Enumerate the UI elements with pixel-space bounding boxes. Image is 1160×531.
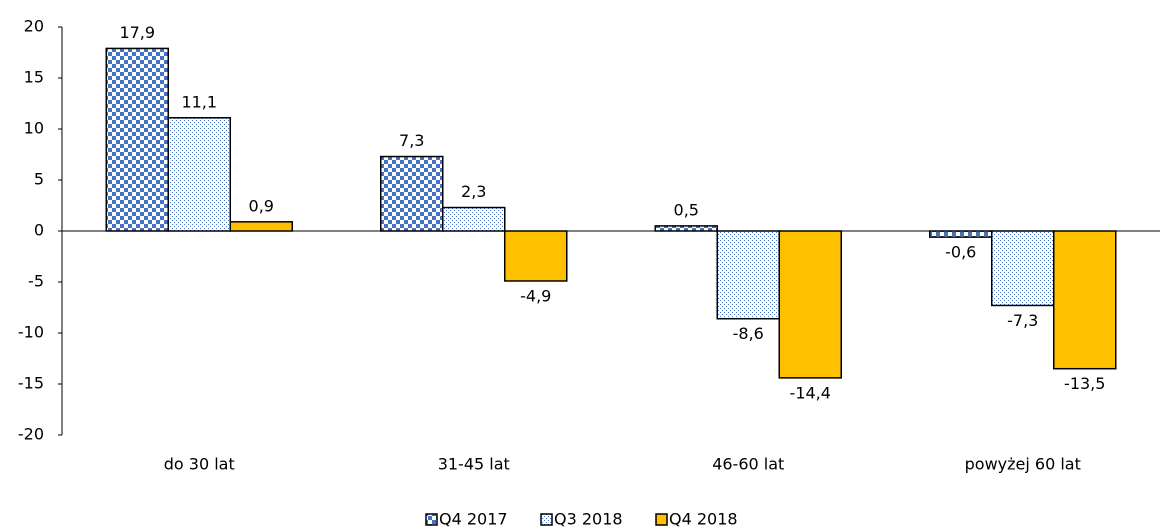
bar bbox=[167, 117, 231, 232]
y-tick-label: 15 bbox=[24, 68, 44, 87]
value-label: 0,9 bbox=[249, 196, 274, 215]
value-label: 0,5 bbox=[674, 200, 699, 219]
value-label: 11,1 bbox=[181, 92, 217, 111]
value-label: 17,9 bbox=[119, 23, 155, 42]
x-tick-label: 46-60 lat bbox=[712, 455, 784, 474]
value-label: -8,6 bbox=[733, 324, 764, 343]
value-label: -13,5 bbox=[1064, 374, 1105, 393]
legend-swatch bbox=[540, 513, 553, 526]
bar bbox=[991, 230, 1055, 307]
y-tick-label: 0 bbox=[34, 221, 44, 240]
value-label: -14,4 bbox=[790, 383, 831, 402]
bar bbox=[105, 47, 169, 232]
legend-swatch bbox=[425, 513, 438, 526]
legend-label: Q3 2018 bbox=[554, 510, 623, 529]
y-tick-label: -5 bbox=[28, 272, 44, 291]
bar bbox=[442, 206, 506, 232]
y-tick-label: 20 bbox=[24, 17, 44, 36]
y-tick-label: -15 bbox=[18, 374, 44, 393]
value-label: 7,3 bbox=[399, 131, 424, 150]
x-tick-label: 31-45 lat bbox=[438, 455, 510, 474]
y-tick-label: 5 bbox=[34, 170, 44, 189]
bar bbox=[380, 155, 444, 232]
bar bbox=[929, 230, 993, 238]
y-tick-label: 10 bbox=[24, 119, 44, 138]
value-label: 2,3 bbox=[461, 182, 486, 201]
bar bbox=[654, 225, 718, 232]
value-label: -7,3 bbox=[1007, 311, 1038, 330]
bar bbox=[716, 230, 780, 320]
bar bbox=[778, 230, 842, 379]
legend-label: Q4 2018 bbox=[669, 510, 738, 529]
bar bbox=[504, 230, 568, 282]
bar bbox=[229, 221, 293, 232]
y-tick-label: -10 bbox=[18, 323, 44, 342]
value-label: -0,6 bbox=[945, 243, 976, 262]
x-tick-label: do 30 lat bbox=[164, 455, 235, 474]
legend-swatch bbox=[655, 513, 668, 526]
bar bbox=[1053, 230, 1117, 370]
y-tick-label: -20 bbox=[18, 425, 44, 444]
legend-label: Q4 2017 bbox=[439, 510, 508, 529]
x-tick-label: powyżej 60 lat bbox=[965, 455, 1081, 474]
value-label: -4,9 bbox=[520, 286, 551, 305]
